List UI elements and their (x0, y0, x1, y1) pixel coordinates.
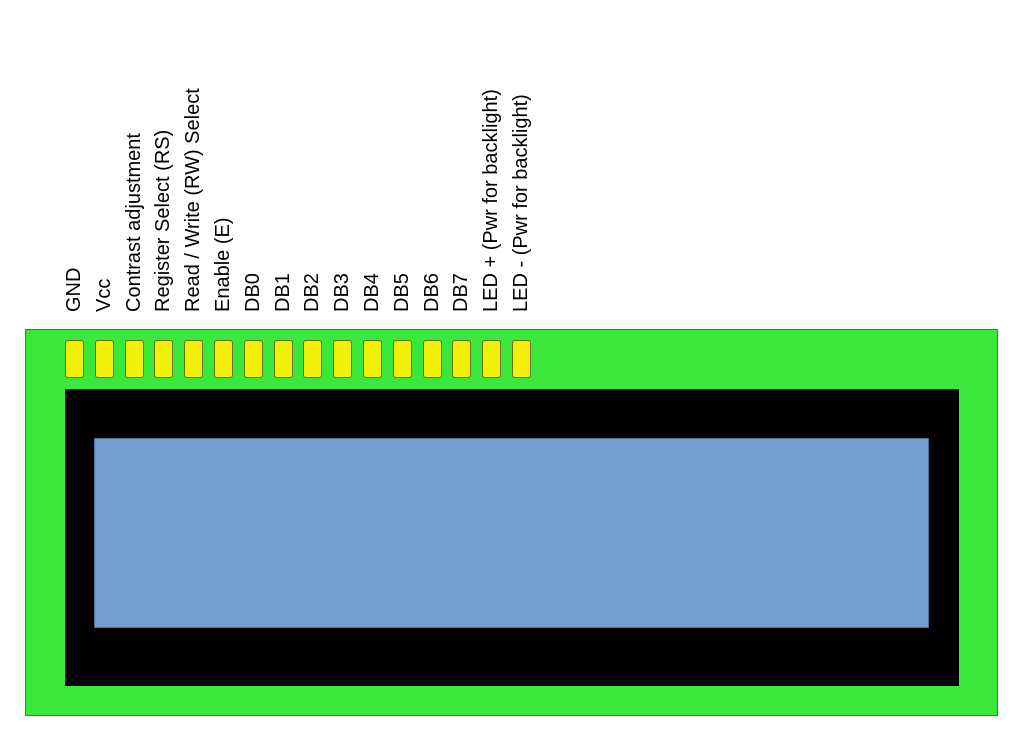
pin-label-db5: DB5 (390, 273, 413, 312)
pin-pad-rs (154, 340, 174, 378)
pin-label-db3: DB3 (331, 273, 354, 312)
pin-label-contrast: Contrast adjustment (122, 133, 145, 312)
pin-pad-db5 (392, 340, 412, 378)
pin-pad-led-plus (482, 340, 502, 378)
pin-pad-gnd (65, 340, 84, 378)
pin-pad-enable (214, 340, 233, 378)
pin-label-db1: DB1 (271, 273, 294, 312)
pin-label-db0: DB0 (241, 273, 264, 312)
pin-label-db4: DB4 (361, 273, 383, 312)
pin-pad-vcc (94, 340, 114, 378)
pin-label-vcc: Vcc (92, 278, 115, 312)
pin-label-enable: Enable (E) (212, 217, 234, 313)
pin-label-rs: Register Select (RS) (152, 129, 175, 312)
display-screen (94, 438, 929, 628)
pin-pad-db4 (363, 340, 382, 378)
pin-label-led-plus: LED + (Pwr for backlight) (480, 89, 503, 312)
pin-pad-led-minus (512, 340, 531, 378)
pin-label-rw: Read / Write (RW) Select (182, 88, 205, 312)
pin-pad-contrast (124, 340, 144, 378)
pin-labels: GND Vcc Contrast adjustment Register Sel… (0, 0, 1024, 330)
pin-pad-db7 (452, 340, 472, 378)
pin-pad-db1 (273, 340, 293, 378)
pin-pad-db3 (333, 340, 353, 378)
pin-pad-rw (184, 340, 204, 378)
pin-pad-db6 (422, 340, 442, 378)
pin-label-db2: DB2 (301, 273, 324, 312)
pin-label-led-minus: LED - (Pwr for backlight) (510, 94, 532, 312)
pin-pad-db0 (243, 340, 263, 378)
pin-pad-db2 (303, 340, 323, 378)
pin-label-db7: DB7 (450, 273, 473, 312)
pin-label-gnd: GND (63, 267, 85, 312)
pin-label-db6: DB6 (420, 273, 443, 312)
